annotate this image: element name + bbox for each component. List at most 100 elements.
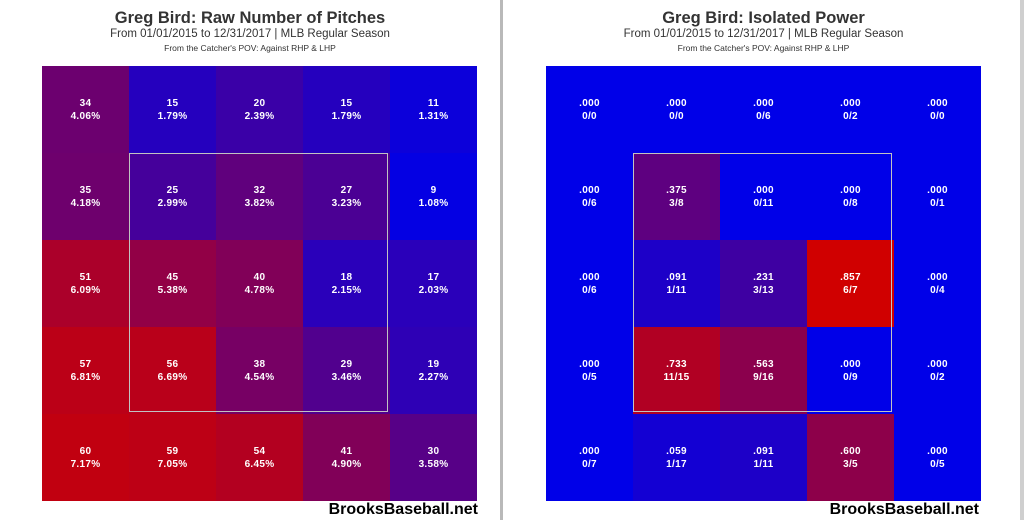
heatmap-cell: .733 11/15 xyxy=(633,327,720,414)
cell-value: .000 xyxy=(927,97,948,109)
cell-detail: 0/2 xyxy=(930,371,945,383)
cell-value: 59 xyxy=(166,445,179,457)
heatmap-cell: 19 2.27% xyxy=(390,327,477,414)
cell-detail: 0/7 xyxy=(582,458,597,470)
cell-value: 15 xyxy=(166,97,179,109)
cell-value: .000 xyxy=(927,184,948,196)
heatmap-cell: .000 0/6 xyxy=(720,66,807,153)
heatmap-cell: .000 0/5 xyxy=(546,327,633,414)
cell-value: 30 xyxy=(427,445,440,457)
heatmap-cell: 17 2.03% xyxy=(390,240,477,327)
cell-detail: 0/2 xyxy=(843,110,858,122)
cell-detail: 6/7 xyxy=(843,284,858,296)
heatmap-cell: .600 3/5 xyxy=(807,414,894,501)
cell-detail: 7.05% xyxy=(157,458,188,470)
cell-value: 9 xyxy=(430,184,437,196)
heatmap-cell: 9 1.08% xyxy=(390,153,477,240)
cell-detail: 4.78% xyxy=(244,284,275,296)
heatmap-cell: .000 0/0 xyxy=(894,66,981,153)
cell-detail: 4.54% xyxy=(244,371,275,383)
heatmap-cell: 45 5.38% xyxy=(129,240,216,327)
heatmap-cell: 56 6.69% xyxy=(129,327,216,414)
cell-value: 15 xyxy=(340,97,353,109)
cell-value: 29 xyxy=(340,358,353,370)
heatmap-cell: 60 7.17% xyxy=(42,414,129,501)
cell-value: .231 xyxy=(753,271,774,283)
cell-detail: 4.90% xyxy=(331,458,362,470)
cell-value: .857 xyxy=(840,271,861,283)
heatmap-cell: 35 4.18% xyxy=(42,153,129,240)
cell-detail: 6.69% xyxy=(157,371,188,383)
cell-detail: 3/8 xyxy=(669,197,684,209)
cell-value: 60 xyxy=(79,445,92,457)
heatmap-cell: .000 0/2 xyxy=(894,327,981,414)
heatmap-cell: 40 4.78% xyxy=(216,240,303,327)
heatmap-cell: 18 2.15% xyxy=(303,240,390,327)
heatmap-cell: .000 0/1 xyxy=(894,153,981,240)
chart-subtitle: From 01/01/2015 to 12/31/2017 | MLB Regu… xyxy=(623,28,904,40)
cell-value: 56 xyxy=(166,358,179,370)
cell-value: .000 xyxy=(927,271,948,283)
cell-detail: 0/5 xyxy=(930,458,945,470)
cell-value: 32 xyxy=(253,184,266,196)
watermark: BrooksBaseball.net xyxy=(328,501,478,518)
chart-title: Greg Bird: Isolated Power xyxy=(662,9,865,27)
heatmap-cell: .059 1/17 xyxy=(633,414,720,501)
cell-detail: 4.06% xyxy=(70,110,101,122)
heatmap-cell: 15 1.79% xyxy=(303,66,390,153)
cell-detail: 6.09% xyxy=(70,284,101,296)
cell-value: .000 xyxy=(753,184,774,196)
cell-value: .000 xyxy=(579,271,600,283)
cell-detail: 2.27% xyxy=(418,371,449,383)
cell-detail: 0/5 xyxy=(582,371,597,383)
cell-value: 51 xyxy=(79,271,92,283)
cell-detail: 1.79% xyxy=(157,110,188,122)
chart-title: Greg Bird: Raw Number of Pitches xyxy=(114,9,386,27)
heatmap-cell: .000 0/0 xyxy=(546,66,633,153)
heatmap-cell: 25 2.99% xyxy=(129,153,216,240)
panel-divider xyxy=(500,0,503,520)
cell-detail: 1/17 xyxy=(666,458,687,470)
cell-value: 54 xyxy=(253,445,266,457)
cell-value: 11 xyxy=(427,97,440,109)
cell-detail: 0/0 xyxy=(930,110,945,122)
cell-value: 27 xyxy=(340,184,353,196)
heatmap-grid: 34 4.06% 15 1.79% 20 2.39% 15 1.79% 11 1.31% 35 4.1… xyxy=(42,66,477,501)
cell-detail: 1.08% xyxy=(418,197,449,209)
cell-detail: 2.03% xyxy=(418,284,449,296)
cell-value: 20 xyxy=(253,97,266,109)
watermark: BrooksBaseball.net xyxy=(829,501,979,518)
heatmap-cell: 30 3.58% xyxy=(390,414,477,501)
cell-value: .000 xyxy=(579,97,600,109)
heatmap-cell: .000 0/0 xyxy=(633,66,720,153)
heatmap-cell: .000 0/5 xyxy=(894,414,981,501)
cell-value: 40 xyxy=(253,271,266,283)
cell-value: .000 xyxy=(927,358,948,370)
cell-detail: 0/0 xyxy=(669,110,684,122)
cell-value: .000 xyxy=(840,184,861,196)
cell-detail: 0/6 xyxy=(756,110,771,122)
cell-value: 45 xyxy=(166,271,179,283)
heatmap-cell: .000 0/4 xyxy=(894,240,981,327)
heatmap-cell: 57 6.81% xyxy=(42,327,129,414)
cell-detail: 0/11 xyxy=(753,197,774,209)
cell-value: .000 xyxy=(579,445,600,457)
cell-value: .000 xyxy=(579,358,600,370)
cell-detail: 0/1 xyxy=(930,197,945,209)
cell-detail: 0/4 xyxy=(930,284,945,296)
heatmap-cell: 41 4.90% xyxy=(303,414,390,501)
heatmap-cell: .091 1/11 xyxy=(720,414,807,501)
cell-detail: 2.39% xyxy=(244,110,275,122)
cell-detail: 3.58% xyxy=(418,458,449,470)
cell-detail: 3.46% xyxy=(331,371,362,383)
cell-value: 25 xyxy=(166,184,179,196)
cell-detail: 0/0 xyxy=(582,110,597,122)
heatmap-cell: .375 3/8 xyxy=(633,153,720,240)
chart-pov-note: From the Catcher's POV: Against RHP & LH… xyxy=(677,43,850,53)
cell-value: .059 xyxy=(666,445,687,457)
heatmap-cell: 29 3.46% xyxy=(303,327,390,414)
cell-value: .000 xyxy=(840,358,861,370)
cell-value: 41 xyxy=(340,445,353,457)
cell-detail: 1.79% xyxy=(331,110,362,122)
cell-value: 57 xyxy=(79,358,92,370)
